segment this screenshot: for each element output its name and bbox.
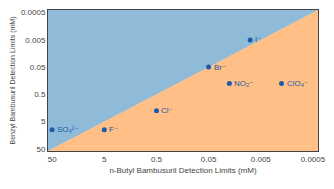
svg-text:5: 5	[41, 117, 46, 126]
svg-text:0.0005: 0.0005	[21, 8, 46, 17]
svg-text:0.05: 0.05	[201, 155, 217, 164]
svg-text:I⁻: I⁻	[255, 35, 261, 44]
svg-text:0.05: 0.05	[30, 63, 46, 72]
svg-text:50: 50	[36, 145, 45, 154]
svg-text:0.005: 0.005	[25, 36, 46, 45]
svg-text:0.5: 0.5	[151, 155, 163, 164]
svg-text:Br⁻: Br⁻	[214, 63, 226, 72]
svg-text:SO₄²⁻: SO₄²⁻	[57, 125, 79, 134]
svg-text:50: 50	[48, 155, 57, 164]
svg-text:5: 5	[102, 155, 107, 164]
svg-text:NO₂⁻: NO₂⁻	[234, 79, 253, 88]
svg-text:0.005: 0.005	[251, 155, 272, 164]
svg-text:0.0005: 0.0005	[301, 155, 326, 164]
svg-text:0.5: 0.5	[34, 90, 46, 99]
svg-text:Benzyl Bambusuril Detection Li: Benzyl Bambusuril Detection Limits (mM)	[9, 17, 17, 145]
svg-text:ClO₄⁻: ClO₄⁻	[287, 79, 308, 88]
svg-text:n-Butyl Bambusuril Detection L: n-Butyl Bambusuril Detection Limits (mM)	[109, 166, 256, 175]
svg-text:F⁻: F⁻	[109, 125, 118, 134]
svg-text:Cl⁻: Cl⁻	[161, 106, 173, 115]
